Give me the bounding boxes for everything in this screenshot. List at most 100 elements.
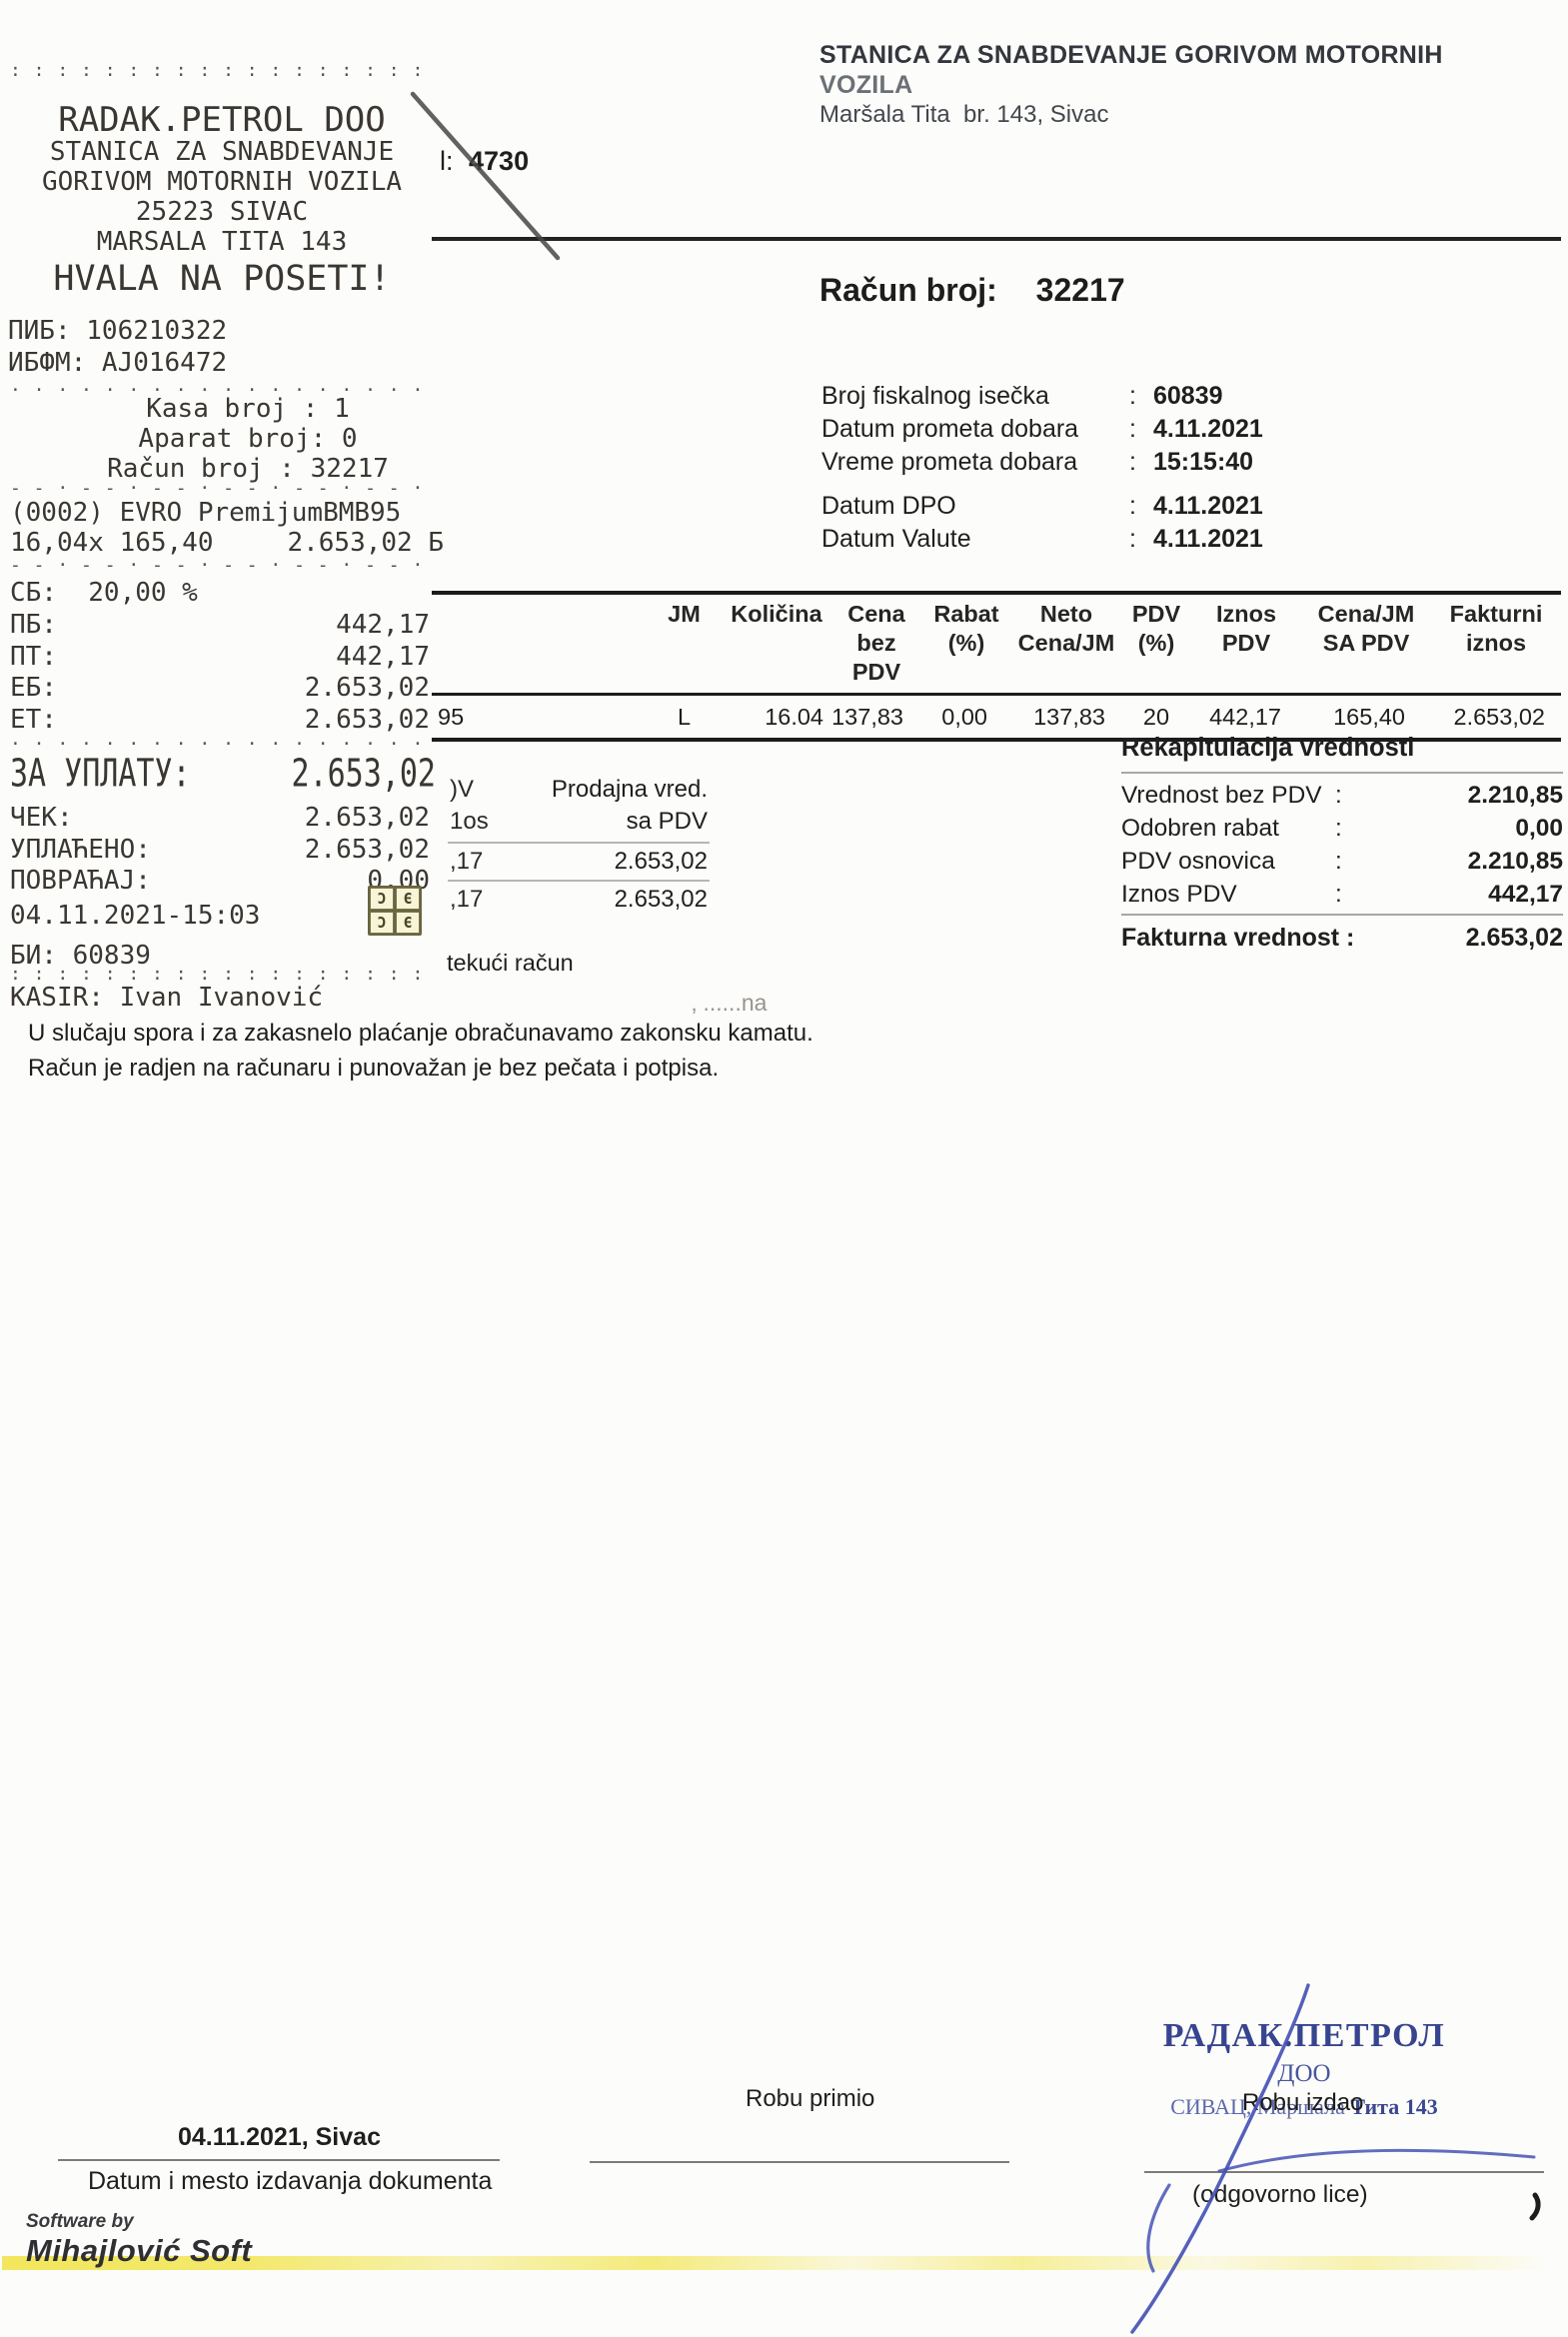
- company-name-line2: VOZILA: [819, 71, 913, 99]
- robu-primio-label: Robu primio: [746, 2085, 875, 2112]
- table-border-middle: [432, 693, 1561, 696]
- customer-number-prefix: l:: [440, 146, 454, 176]
- customer-number-value: 4730: [469, 146, 530, 176]
- faint-text-fragment: ‚ ......na: [692, 990, 768, 1016]
- colon: :: [1129, 525, 1136, 553]
- rekap-value: 442,17: [1488, 881, 1563, 908]
- col-header-cena-bez-pdv: Cena bez PDV: [847, 601, 905, 685]
- customer-number-fragment: l: 4730: [440, 146, 529, 177]
- rekap-row: PDV osnovica : 2.210,85: [1121, 848, 1563, 876]
- note-line2: Račun je radjen na računaru i punovažan …: [28, 1055, 720, 1082]
- col-header-jm: JM: [668, 601, 701, 627]
- rekap-label: Vrednost bez PDV: [1121, 782, 1322, 809]
- rekap-label: PDV osnovica: [1121, 848, 1275, 875]
- receipt-item-line: 16,04x 165,40 2.653,02 Б: [10, 529, 444, 558]
- receipt-item-qty: 16,04x 165,40: [10, 528, 214, 558]
- table-border-top: [432, 591, 1561, 595]
- receipt-pay-row: ПОВРАЋАЈ: 0,00: [10, 867, 430, 896]
- receipt-ibfm: ИБФМ: AJ016472: [8, 348, 228, 378]
- invoice-company-header: STANICA ZA SNABDEVANJE GORIVOM MOTORNIH …: [819, 40, 1539, 130]
- receipt-bi-number: БИ: 60839: [10, 941, 151, 971]
- fiscal-info-row: Vreme prometa dobara : 15:15:40: [821, 448, 1253, 477]
- receipt-address-line: MARSALA TITA 143: [96, 227, 348, 257]
- stamp-line3-part2: Тита 143: [1350, 2094, 1438, 2119]
- col-header-kolicina: Količina: [731, 601, 822, 627]
- prodajna-header-row: 1os sa PDV: [450, 808, 708, 836]
- receipt-separator-bottom: : : : : : : : : : : : : : : : : : : : : …: [10, 964, 434, 985]
- header-divider-line: [432, 237, 1561, 241]
- signature-flourish: [1217, 2148, 1536, 2173]
- date-place-caption: Datum i mesto izdavanja dokumenta: [88, 2167, 493, 2195]
- fiscal-value: 4.11.2021: [1153, 415, 1263, 443]
- col-header-cena-sa-pdv: Cena/JM SA PDV: [1317, 601, 1415, 656]
- fiscal-label: Datum Valute: [821, 525, 971, 553]
- colon: :: [1129, 382, 1136, 410]
- invoice-title-label: Račun broj:: [819, 272, 997, 308]
- receipt-item-name: (0002) EVRO PremijumBMB95: [10, 498, 402, 528]
- receipt-total-label: ЗА УПЛАТУ:: [10, 752, 191, 797]
- cell-kolicina: 16.04: [765, 703, 823, 730]
- rekap-value: 2.210,85: [1467, 848, 1563, 875]
- rekap-total-label: Fakturna vrednost :: [1121, 924, 1355, 952]
- receipt-thanks-line: HVALA NA POSETI!: [53, 259, 391, 299]
- tax-label: ЕБ:: [10, 673, 57, 703]
- company-address: Maršala Tita br. 143, Sivac: [819, 101, 1109, 128]
- cell-fakturni-iznos: 2.653,02: [1453, 703, 1545, 730]
- receipt-separator-dash: - - · - - · - - · - - · - - · - - · - - …: [10, 478, 434, 499]
- col-header-pdv: PDV (%): [1131, 601, 1181, 656]
- tekuci-racun-fragment: tekući račun: [447, 950, 574, 976]
- cell-cena-bez-pdv: 137,83: [831, 703, 903, 730]
- tax-label: ЕТ:: [10, 705, 57, 735]
- rekap-divider: [1121, 914, 1563, 916]
- colon: :: [1129, 448, 1136, 476]
- receipt-item-total: 2.653,02 Б: [287, 528, 444, 558]
- pay-value: 2.653,02: [304, 835, 430, 865]
- fiscal-info-row: Broj fiskalnog isečka : 60839: [821, 382, 1223, 411]
- odgovorno-lice-caption: (odgovorno lice): [1192, 2181, 1368, 2208]
- prodajna-value2: 2.653,02: [614, 886, 708, 913]
- fiscal-label: Datum DPO: [821, 492, 956, 520]
- software-logo-line1: Software by: [26, 2211, 134, 2232]
- rekap-value: 0,00: [1515, 815, 1563, 842]
- rekap-title: Rekapitulacija vrednosti: [1121, 734, 1415, 762]
- receipt-tax-row: ПБ: 442,17: [10, 611, 430, 640]
- tax-value: 442,17: [336, 610, 430, 640]
- receipt-separator-dots: · · · · · · · · · · · · · · · · · · · · …: [10, 734, 434, 755]
- rekap-total-row: Fakturna vrednost : 2.653,02: [1121, 924, 1563, 953]
- table-header-row: JM Količina Cena bez PDV Rabat (%) Neto Cen…: [432, 595, 1561, 693]
- cell-rabat: 0,00: [941, 703, 987, 730]
- rekap-row: Vrednost bez PDV : 2.210,85: [1121, 782, 1563, 810]
- receipt-datetime: 04.11.2021-15:03: [10, 901, 261, 931]
- tax-value: 2.653,02: [304, 705, 430, 735]
- iznos-fragment: 1os: [450, 808, 489, 835]
- colon: :: [1335, 848, 1342, 875]
- tax-label: ПТ:: [10, 642, 57, 672]
- prodajna-header1: Prodajna vred.: [551, 776, 708, 803]
- prodajna-value1: 2.653,02: [614, 848, 708, 875]
- stamp-line1: РАДАК.ПЕТРОЛ: [1162, 2017, 1446, 2054]
- fiscal-info-row: Datum DPO : 4.11.2021: [821, 492, 1263, 521]
- prodajna-header2: sa PDV: [626, 808, 708, 835]
- receipt-kasir: KASIR: Ivan Ivanović: [10, 983, 324, 1013]
- fiscal-logo-glyph: Є: [396, 888, 420, 910]
- robu-primio-signature-line: [590, 2161, 1009, 2163]
- colon: :: [1129, 492, 1136, 520]
- robu-izdao-label: Robu izdao: [1242, 2089, 1364, 2116]
- rekap-row: Odobren rabat : 0,00: [1121, 815, 1563, 843]
- pay-label: УПЛАЋЕНО:: [10, 835, 151, 865]
- fiscal-value: 4.11.2021: [1153, 492, 1263, 520]
- pdv-fragment: )V: [450, 776, 474, 803]
- fiscal-label: Broj fiskalnog isečka: [821, 382, 1049, 410]
- date-place-line: [58, 2159, 500, 2161]
- receipt-tax-row: ЕТ: 2.653,02: [10, 706, 430, 735]
- receipt-address-line: GORIVOM MOTORNIH VOZILA: [41, 167, 403, 197]
- pay-label: ЧЕК:: [10, 803, 73, 833]
- cell-pdv: 20: [1142, 703, 1170, 730]
- receipt-address-line: STANICA ZA SNABDEVANJE: [49, 137, 395, 167]
- fiscal-label: Datum prometa dobara: [821, 415, 1079, 443]
- prodajna-value-row: ,17 2.653,02: [450, 886, 708, 914]
- tax-value: 442,17: [336, 642, 430, 672]
- invoice-number: 32217: [1035, 272, 1125, 308]
- value-fragment: ,17: [450, 886, 484, 913]
- prodajna-value-row: ,17 2.653,02: [450, 848, 708, 876]
